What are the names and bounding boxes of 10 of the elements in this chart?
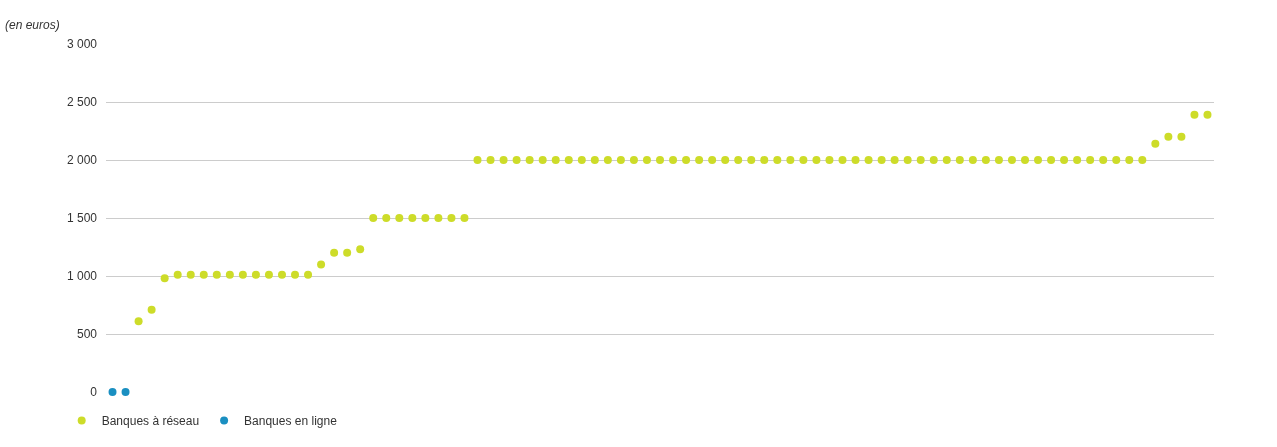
y-tick-label: 1 000 (66, 269, 98, 284)
y-tick-label: 500 (76, 327, 98, 342)
y-tick-label: 1 500 (66, 211, 98, 226)
y-tick-label: 0 (90, 385, 98, 400)
y-tick-label: 3 000 (66, 37, 98, 52)
y-axis-title: (en euros) (5, 18, 60, 32)
y-tick-label: 2 000 (66, 153, 98, 168)
legend-label: Banques en ligne (244, 414, 338, 429)
legend-label: Banques à réseau (101, 414, 200, 429)
y-tick-label: 2 500 (66, 95, 98, 110)
